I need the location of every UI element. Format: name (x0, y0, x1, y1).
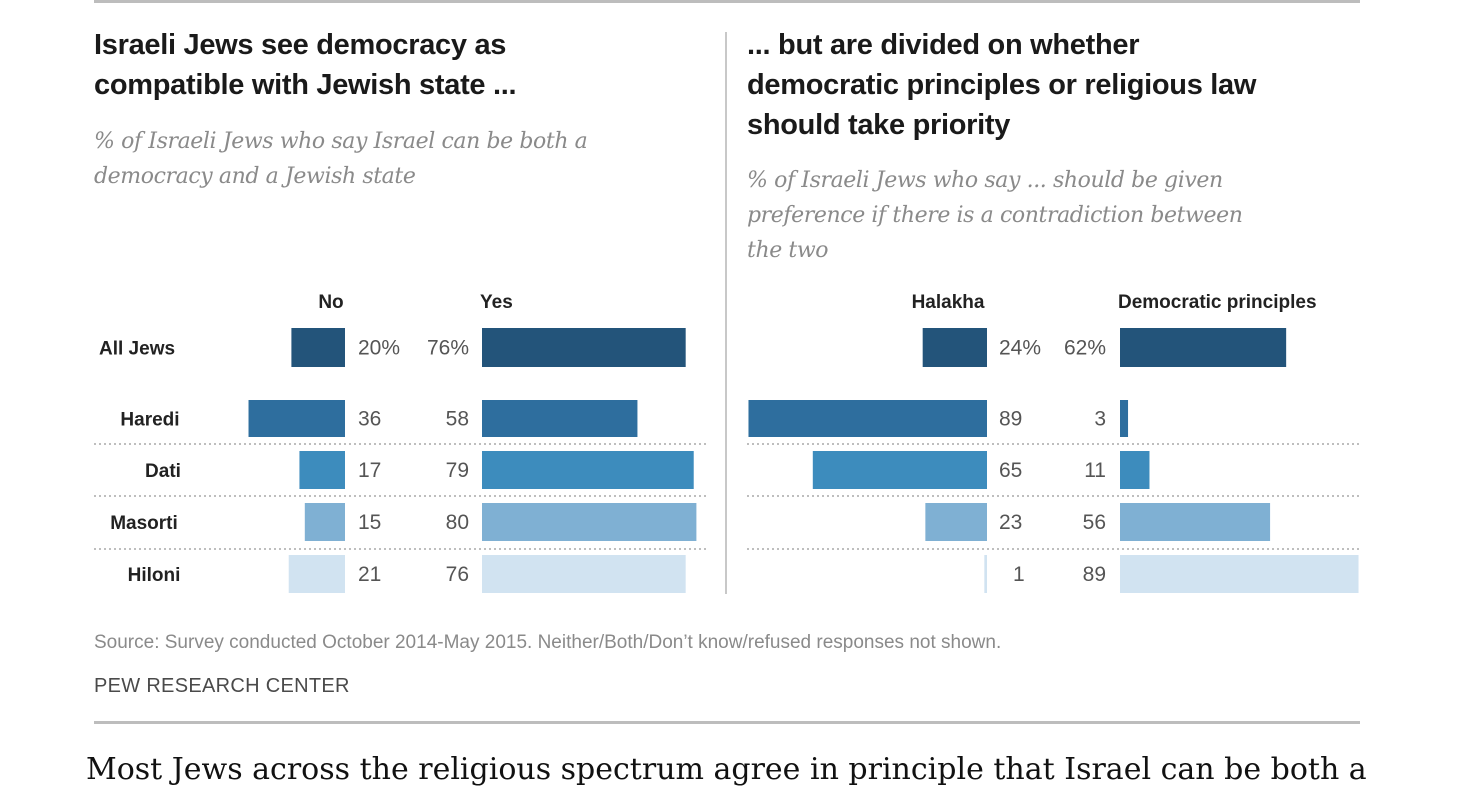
category-label: Dati (145, 461, 181, 482)
right-title-line: ... but are divided on whether (747, 29, 1140, 61)
value-label-no: 20% (358, 337, 400, 360)
value-label-no: 21 (358, 563, 381, 586)
value-label-no: 17 (358, 459, 381, 482)
bar-no (304, 503, 345, 541)
bar-yes (482, 555, 686, 593)
bar-democratic-principles (1120, 451, 1150, 489)
value-label-no: 15 (358, 511, 381, 534)
value-label-yes: 58 (446, 408, 469, 431)
value-label-halakha: 89 (999, 408, 1022, 431)
value-label-yes: 79 (446, 459, 469, 482)
category-label: Masorti (110, 513, 178, 534)
bar-yes (482, 451, 694, 489)
value-label-democratic-principles: 3 (1094, 408, 1106, 431)
bar-yes (482, 328, 686, 367)
article-body-text: Most Jews across the religious spectrum … (86, 752, 1367, 787)
bar-halakha (984, 555, 987, 593)
right-subtitle-line: the two (747, 238, 829, 263)
top-rule (94, 0, 1360, 3)
category-label: All Jews (99, 339, 175, 360)
value-label-yes: 80 (446, 511, 469, 534)
value-label-democratic-principles: 56 (1083, 511, 1106, 534)
bar-halakha (922, 328, 987, 367)
series-header-yes: Yes (480, 292, 513, 313)
bar-no (299, 451, 345, 489)
value-label-yes: 76 (446, 563, 469, 586)
left-title-line: Israeli Jews see democracy as (94, 29, 507, 61)
bottom-rule (94, 721, 1360, 724)
bar-yes (482, 400, 638, 437)
left-subtitle-line: democracy and a Jewish state (94, 164, 416, 189)
bar-democratic-principles (1120, 555, 1359, 593)
right-title-line: should take priority (747, 109, 1011, 141)
value-label-halakha: 23 (999, 511, 1022, 534)
value-label-democratic-principles: 11 (1084, 459, 1106, 482)
bar-democratic-principles (1120, 328, 1287, 367)
source-note: Source: Survey conducted October 2014-Ma… (94, 632, 1002, 653)
series-header-democratic-principles: Democratic principles (1118, 292, 1317, 313)
category-label: Hiloni (128, 565, 181, 586)
value-label-yes: 76% (427, 337, 469, 360)
bar-democratic-principles (1120, 400, 1129, 437)
panel-divider (725, 32, 727, 594)
right-subtitle-line: preference if there is a contradiction b… (747, 203, 1243, 228)
bar-halakha (748, 400, 987, 437)
left-chart-subtitle: % of Israeli Jews who say Israel can be … (94, 124, 588, 194)
value-label-halakha: 1 (1013, 563, 1025, 586)
bar-no (288, 555, 345, 593)
left-chart-title: Israeli Jews see democracy as compatible… (94, 25, 517, 105)
bar-no (291, 328, 345, 367)
value-label-halakha: 65 (999, 459, 1022, 482)
right-chart-title: ... but are divided on whether democrati… (747, 25, 1256, 145)
bar-yes (482, 503, 697, 541)
value-label-halakha: 24% (999, 337, 1041, 360)
pew-credit: PEW RESEARCH CENTER (94, 675, 350, 697)
right-subtitle-line: % of Israeli Jews who say ... should be … (747, 168, 1223, 193)
right-chart-subtitle: % of Israeli Jews who say ... should be … (747, 163, 1243, 268)
value-label-no: 36 (358, 408, 381, 431)
bar-no (248, 400, 345, 437)
value-label-democratic-principles: 89 (1083, 563, 1106, 586)
category-label: Haredi (120, 410, 179, 431)
series-header-halakha: Halakha (912, 292, 985, 313)
right-title-line: democratic principles or religious law (747, 69, 1257, 101)
value-label-democratic-principles: 62% (1064, 337, 1106, 360)
bar-halakha (812, 451, 987, 489)
left-title-line: compatible with Jewish state ... (94, 69, 517, 101)
series-header-no: No (318, 292, 343, 313)
left-subtitle-line: % of Israeli Jews who say Israel can be … (94, 129, 588, 154)
bar-halakha (925, 503, 987, 541)
bar-democratic-principles (1120, 503, 1271, 541)
